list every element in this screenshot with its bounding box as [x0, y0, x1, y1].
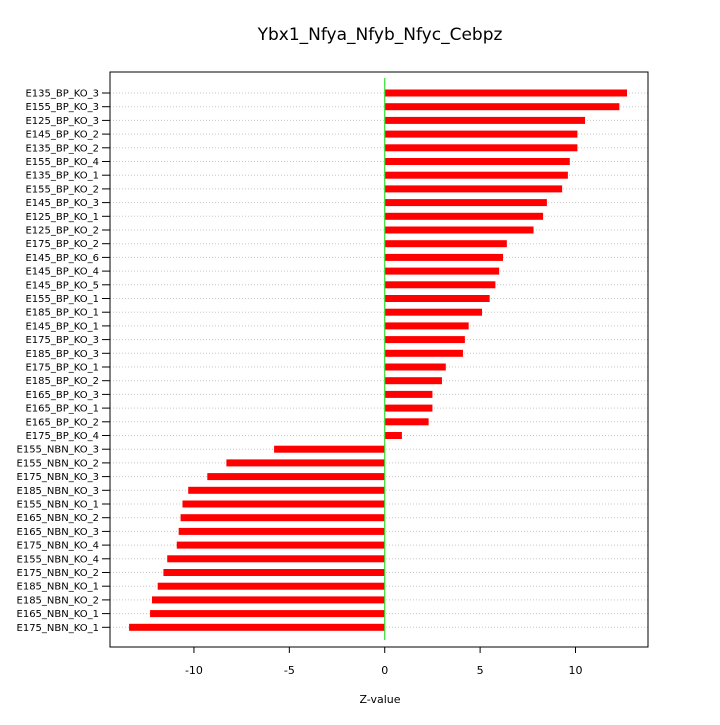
chart-title: Ybx1_Nfya_Nfyb_Nfyc_Cebpz: [257, 25, 503, 45]
plot-frame: [109, 71, 649, 648]
category-label: E135_BP_KO_3: [25, 89, 99, 100]
category-label: E175_BP_KO_3: [25, 335, 99, 346]
bar: [384, 308, 483, 316]
category-label: E155_NBN_KO_2: [17, 458, 99, 469]
bar: [384, 322, 469, 330]
category-label: E175_NBN_KO_4: [17, 541, 99, 552]
bar: [384, 404, 433, 412]
x-tick-label: 5: [477, 664, 484, 677]
category-label: E175_BP_KO_1: [25, 363, 99, 374]
bar: [384, 281, 496, 289]
category-label: E165_NBN_KO_2: [17, 513, 99, 524]
bar: [167, 555, 385, 563]
category-label: E165_NBN_KO_1: [17, 609, 99, 620]
category-label: E185_NBN_KO_1: [17, 582, 99, 593]
category-label: E155_BP_KO_4: [25, 157, 99, 168]
bar: [163, 569, 385, 576]
bar: [384, 116, 586, 124]
bar: [384, 240, 507, 248]
bar: [129, 623, 385, 631]
bar: [157, 582, 385, 590]
y-axis-labels: E135_BP_KO_3 E155_BP_KO_3 E125_BP_KO_3 E145…: [17, 89, 110, 634]
x-tick-label: -5: [284, 664, 295, 677]
category-label: E145_BP_KO_5: [25, 280, 99, 291]
category-label: E185_BP_KO_2: [25, 376, 99, 387]
bar: [384, 158, 570, 165]
bar: [182, 500, 385, 508]
bar: [384, 212, 544, 220]
category-label: E125_BP_KO_1: [25, 212, 99, 223]
bar: [384, 89, 628, 97]
category-label: E175_NBN_KO_2: [17, 568, 99, 579]
bar: [384, 432, 402, 439]
category-label: E145_BP_KO_2: [25, 130, 99, 141]
bar: [384, 103, 620, 111]
category-label: E175_BP_KO_2: [25, 239, 99, 250]
bar: [384, 363, 446, 371]
bar: [384, 226, 534, 234]
category-label: E155_BP_KO_1: [25, 294, 99, 305]
bar: [384, 171, 568, 179]
x-tick-label: 0: [381, 664, 388, 677]
x-tick-label: -10: [185, 664, 203, 677]
bar: [176, 541, 385, 549]
category-label: E165_BP_KO_1: [25, 404, 99, 415]
category-label: E135_BP_KO_1: [25, 171, 99, 182]
bar: [384, 349, 463, 357]
category-label: E155_BP_KO_2: [25, 184, 99, 195]
category-label: E165_NBN_KO_3: [17, 527, 99, 538]
category-label: E145_BP_KO_1: [25, 321, 99, 332]
x-axis-title: Z-value: [359, 693, 400, 706]
category-label: E145_BP_KO_3: [25, 198, 99, 209]
category-label: E185_BP_KO_1: [25, 308, 99, 319]
bar: [274, 445, 385, 453]
bar: [151, 596, 385, 604]
category-label: E155_NBN_KO_4: [17, 554, 99, 565]
x-axis: -10 -5 0 5 10: [185, 647, 583, 677]
category-label: E145_BP_KO_6: [25, 253, 99, 264]
category-label: E185_BP_KO_3: [25, 349, 99, 360]
x-tick-label: 10: [569, 664, 583, 677]
category-label: E125_BP_KO_2: [25, 226, 99, 237]
bar: [384, 377, 442, 385]
bar: [226, 459, 385, 467]
category-label: E185_NBN_KO_2: [17, 595, 99, 606]
bar: [188, 486, 385, 494]
bar: [384, 130, 578, 138]
bar: [384, 199, 547, 207]
category-label: E125_BP_KO_3: [25, 116, 99, 127]
bar: [384, 418, 429, 426]
bar: [384, 185, 563, 193]
category-label: E175_NBN_KO_1: [17, 623, 99, 634]
category-label: E175_NBN_KO_3: [17, 472, 99, 483]
bar: [150, 610, 385, 618]
bar: [384, 253, 504, 261]
category-label: E155_BP_KO_3: [25, 102, 99, 113]
bar: [178, 527, 385, 535]
category-label: E175_BP_KO_4: [25, 431, 99, 442]
bar: [384, 267, 500, 275]
bar: [384, 336, 465, 344]
category-label: E155_NBN_KO_1: [17, 500, 99, 511]
category-label: E165_BP_KO_3: [25, 390, 99, 401]
bars: [129, 89, 628, 631]
category-label: E135_BP_KO_2: [25, 143, 99, 154]
bar: [180, 514, 385, 522]
category-label: E145_BP_KO_4: [25, 267, 99, 278]
bar: [207, 473, 385, 481]
bar: [384, 144, 578, 152]
category-label: E185_NBN_KO_3: [17, 486, 99, 497]
bar: [384, 295, 490, 302]
category-label: E165_BP_KO_2: [25, 417, 99, 428]
category-label: E155_NBN_KO_3: [17, 445, 99, 456]
bar: [384, 390, 433, 398]
